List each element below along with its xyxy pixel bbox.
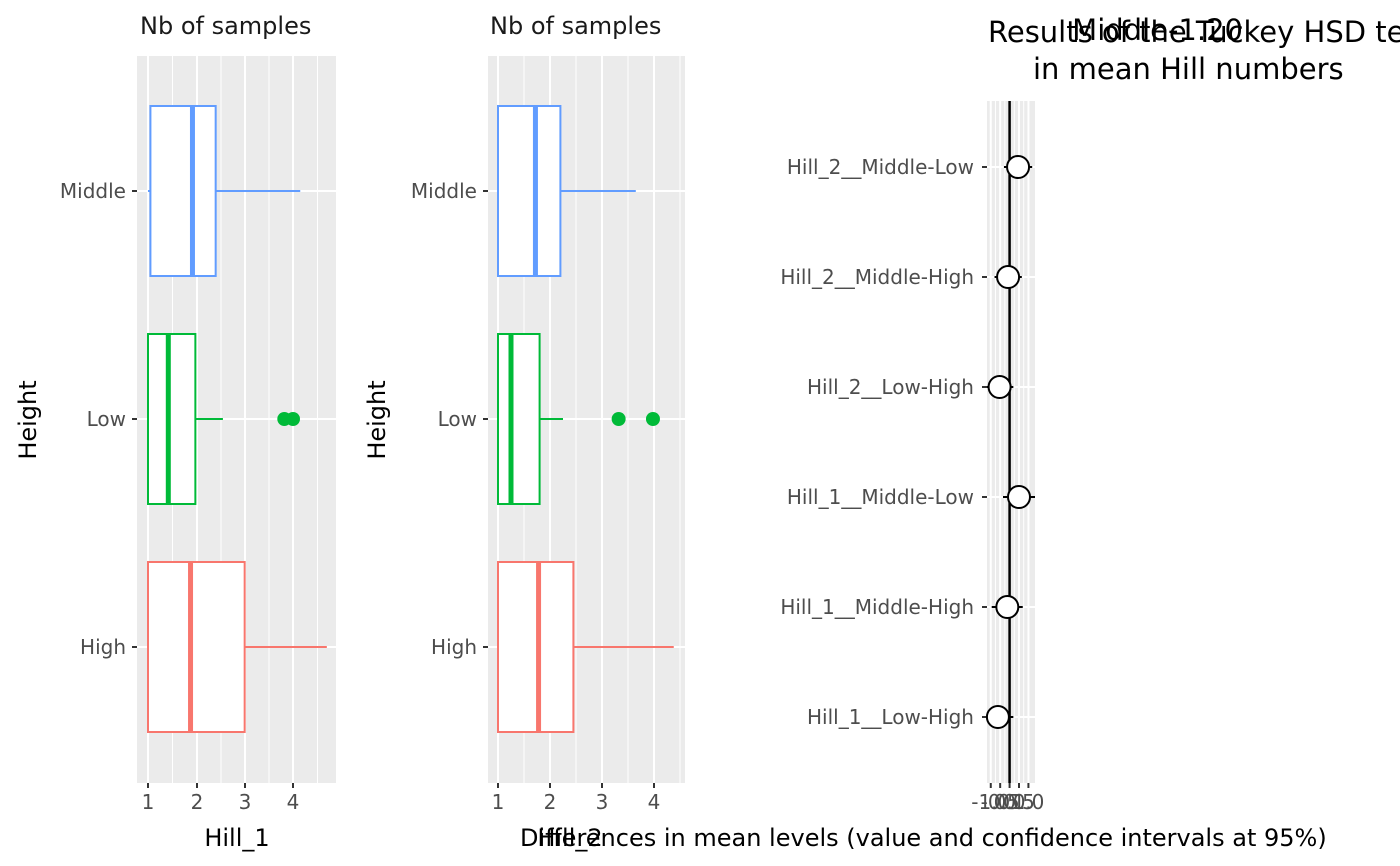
y-tick-label-middle: Middle: [60, 179, 126, 203]
x-axis-title: Hill_1: [204, 824, 269, 852]
box-high: [147, 561, 327, 733]
x-axis-title: Hill_2: [537, 824, 602, 852]
mean-difference-point: [1007, 485, 1031, 509]
x-tick-label: -1.0: [971, 790, 1010, 814]
panel-title: Nb of samples: [140, 12, 311, 40]
mean-difference-point: [995, 595, 1020, 619]
box-iqr: [497, 105, 562, 277]
y-tick-label-hill-2-low-high: Hill_2__Low-High: [807, 375, 974, 399]
x-tick-label: 3: [239, 790, 252, 814]
x-tick-label: 3: [596, 790, 609, 814]
y-tick-label-hill-1-middle-low: Hill_1__Middle-Low: [787, 485, 974, 509]
comparison-hill-1-low-high: [985, 705, 1014, 729]
y-tick-label-high: High: [431, 635, 477, 659]
x-tick-label: 4: [648, 790, 661, 814]
x-tick-label: -0.5: [981, 790, 1020, 814]
box-iqr: [497, 333, 541, 505]
box-middle: [148, 105, 301, 277]
comparison-hill-2-middle-low: [1003, 155, 1033, 179]
outlier-point: [286, 412, 300, 426]
comparison-hill-2-low-high: [987, 375, 1014, 399]
plot-title-line2: in mean Hill numbers: [1033, 52, 1344, 86]
mean-difference-point: [1006, 155, 1031, 179]
x-tick-label: 1: [142, 790, 155, 814]
plot-subtitle: Middle-1.20: [1072, 13, 1243, 47]
comparison-hill-1-middle-low: [1003, 485, 1035, 509]
plot-title: Results of the Tuckey HSD test: [988, 15, 1400, 49]
box-low: [497, 333, 660, 505]
x-tick-label: 1: [492, 790, 505, 814]
y-tick-label-middle: Middle: [411, 179, 477, 203]
y-tick-label-hill-2-middle-high: Hill_2__Middle-High: [780, 265, 974, 289]
comparison-hill-2-middle-high: [994, 265, 1022, 289]
hill-2-boxplot-panel: 1 2 3 4 Middle Low High Nb of samples Hill_2 Heig…: [363, 12, 685, 852]
outlier-point: [645, 412, 660, 426]
x-tick-label: 2: [544, 790, 557, 814]
y-tick-label-hill-1-low-high: Hill_1__Low-High: [807, 705, 974, 729]
x-axis-title: Differences in mean levels (value and co…: [520, 824, 1327, 852]
box-iqr: [147, 561, 246, 733]
box-iqr: [149, 105, 217, 277]
y-tick-label-low: Low: [87, 407, 126, 431]
y-tick-label-hill-2-middle-low: Hill_2__Middle-Low: [787, 155, 974, 179]
mean-difference-point: [985, 705, 1010, 729]
tukey-hsd-panel: -1.0-0.50.00.51.0 Hill_2__Middle-Low Hill_…: [520, 13, 1400, 852]
x-tick-label: 1.0: [1013, 790, 1045, 814]
box-high: [497, 561, 674, 733]
x-tick-label: 2: [191, 790, 204, 814]
mean-difference-point: [996, 265, 1021, 289]
y-tick-label-low: Low: [438, 407, 477, 431]
box-middle: [497, 105, 636, 277]
x-tick-label: 0.5: [1003, 790, 1035, 814]
comparison-hill-1-middle-high: [991, 595, 1023, 619]
y-tick-label-hill-1-middle-high: Hill_1__Middle-High: [780, 595, 974, 619]
box-iqr: [147, 333, 197, 505]
box-low: [147, 333, 300, 505]
box-iqr: [497, 561, 575, 733]
mean-difference-point: [987, 375, 1012, 399]
y-axis-title: Height: [14, 380, 42, 459]
hill-1-boxplot-panel: 1 2 3 4 Middle Low High Nb of samples Hill_1 Heig…: [14, 12, 336, 852]
y-axis-title: Height: [363, 380, 391, 459]
x-tick-label: 0.0: [994, 790, 1026, 814]
x-tick-label: 4: [287, 790, 300, 814]
outlier-point: [611, 412, 626, 426]
panel-title: Nb of samples: [490, 12, 661, 40]
y-tick-label-high: High: [80, 635, 126, 659]
